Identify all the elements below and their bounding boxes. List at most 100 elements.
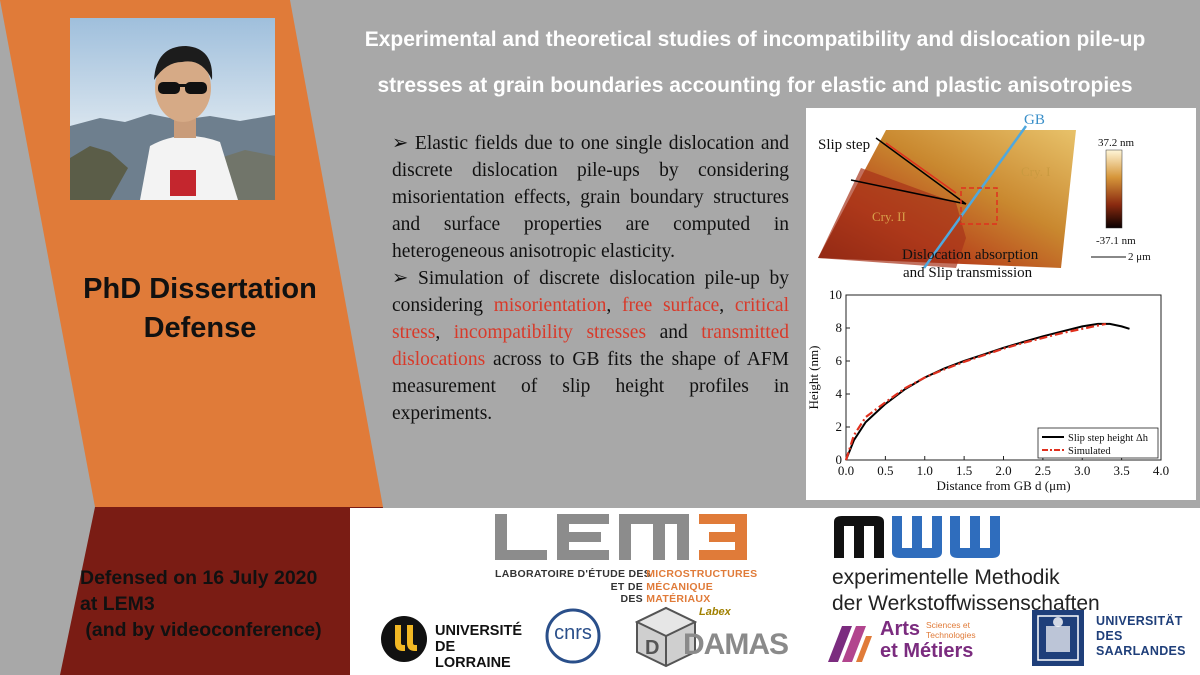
cnrs-emblem-icon — [545, 608, 601, 664]
bullet-2-text: Simulation of discrete dislocation pile-… — [392, 268, 789, 316]
x-tick-label: 2.0 — [995, 463, 1011, 478]
y-tick-label: 6 — [836, 353, 843, 368]
lem3-line1-b: MICROSTRUCTURES — [646, 568, 758, 580]
highlight-transmitted-dislocations: transmitted dislocations — [392, 322, 790, 370]
mww-wordmark-icon — [834, 516, 1000, 558]
defense-videoconference: (and by videoconference) — [80, 619, 322, 641]
cry1-label: Cry. I — [1021, 164, 1051, 179]
lem3-logo: LABORATOIRE D'ÉTUDE DES MICROSTRUCTURES … — [495, 514, 758, 606]
highlight-incompatibility-stresses: incompatibility stresses — [453, 322, 647, 343]
absorption-label-1: Dislocation absorption — [902, 247, 1039, 263]
figure-panel: GB Slip step Cry. I Cry. II Dislocation … — [806, 108, 1196, 500]
arts-metiers-emblem-icon — [828, 626, 872, 662]
x-tick-label: 2.5 — [1035, 463, 1051, 478]
phd-defense-label: PhD Dissertation Defense — [60, 270, 340, 348]
arts-small-2: Technologies — [926, 630, 976, 640]
bullet-2-text: , — [435, 322, 454, 343]
x-tick-label: 0.5 — [877, 463, 893, 478]
slip-step-label: Slip step — [818, 137, 870, 153]
cry2-label: Cry. II — [872, 209, 906, 224]
defense-info: Defensed on 16 July 2020 at LEM3 (and by … — [80, 565, 322, 643]
cnrs-text: cnrs — [554, 622, 592, 644]
lorraine-logo: UNIVERSITÉ DE LORRAINE — [380, 610, 530, 671]
lem3-line2-b: MÉCANIQUE — [646, 580, 714, 593]
bullet-marker: ➢ — [392, 133, 409, 154]
cnrs-logo: cnrs — [545, 608, 601, 664]
figure-svg: GB Slip step Cry. I Cry. II Dislocation … — [806, 112, 1169, 493]
y-axis-label: Height (nm) — [806, 346, 821, 410]
arts-text: Arts et Métiers — [880, 618, 973, 662]
bullet-2-text: and — [646, 322, 702, 343]
arts-line-2: et Métiers — [880, 640, 974, 662]
gb-line — [922, 125, 1028, 269]
phd-label-line-1: PhD Dissertation — [83, 273, 317, 305]
mww-line-2: der Werkstoffwissenschaften — [832, 592, 1100, 615]
lem3-wordmark-icon — [495, 514, 747, 560]
x-axis-label: Distance from GB d (μm) — [936, 478, 1070, 493]
height-profile-chart: 0.0 0.5 1.0 1.5 2.0 2.5 3.0 3.5 4.0 0 2 4 6 8 10 Distan… — [806, 287, 1169, 493]
y-tick-label: 10 — [829, 287, 842, 302]
legend-entry-2: Simulated — [1068, 446, 1111, 457]
saarland-line-3: SAARLANDES — [1096, 644, 1186, 658]
damas-text: DAMAS — [683, 628, 789, 661]
x-tick-label: 4.0 — [1153, 463, 1169, 478]
presenter-photo — [70, 18, 275, 200]
mww-logo: experimentelle Methodik der Werkstoffwis… — [832, 514, 1132, 615]
bullet-2: ➢ Simulation of discrete dislocation pil… — [392, 265, 789, 427]
afm-crystal-ii — [818, 168, 966, 268]
arts-small-text: Sciences et Technologies — [926, 620, 976, 640]
bullet-2-text: , — [606, 295, 622, 316]
highlight-free-surface: free surface — [621, 295, 720, 316]
lorraine-line-1: UNIVERSITÉ — [435, 623, 523, 639]
region-box — [960, 187, 998, 225]
scale-min-label: -37.1 nm — [1096, 235, 1136, 247]
lem3-line3-a: DES — [620, 593, 643, 605]
lem3-line3-b: MATÉRIAUX — [646, 593, 711, 605]
dark-red-panel — [60, 507, 383, 675]
mww-line-1: experimentelle Methodik — [832, 566, 1060, 589]
lorraine-text: UNIVERSITÉ DE LORRAINE — [435, 623, 530, 671]
arts-line-1: Arts — [880, 618, 921, 640]
damas-logo: D Labex DAMAS — [634, 606, 805, 670]
highlight-critical-stress: critical stress — [392, 295, 789, 343]
bullet-2-text: , — [719, 295, 735, 316]
bullet-1-text: Elastic fields due to one single disloca… — [392, 133, 789, 262]
bullet-1: ➢ Elastic fields due to one single dislo… — [392, 130, 789, 265]
scale-bar-label: 2 μm — [1128, 251, 1151, 263]
y-tick-label: 4 — [836, 386, 843, 401]
phd-label-line-2: Defense — [143, 312, 257, 344]
defense-place: at LEM3 — [80, 593, 155, 615]
saarland-text: UNIVERSITÄT DES SAARLANDES — [1096, 614, 1186, 659]
saarland-line-2: DES — [1096, 629, 1123, 643]
slip-step-line-2 — [875, 137, 967, 205]
x-tick-label: 0.0 — [838, 463, 854, 478]
y-tick-label: 0 — [836, 452, 843, 467]
x-tick-label: 3.0 — [1074, 463, 1090, 478]
scale-max-label: 37.2 nm — [1098, 137, 1135, 149]
slip-step-red-line — [885, 142, 957, 194]
x-tick-label: 1.5 — [956, 463, 972, 478]
saarland-seal-icon — [1032, 610, 1084, 666]
x-tick-label: 3.5 — [1114, 463, 1130, 478]
highlight-misorientation: misorientation — [493, 295, 607, 316]
color-scale-bar — [1105, 149, 1123, 229]
chart-legend-box — [1037, 427, 1159, 459]
saarland-logo: UNIVERSITÄT DES SAARLANDES — [1030, 608, 1200, 672]
defense-date: Defensed on 16 July 2020 — [80, 567, 318, 589]
bullet-list: ➢ Elastic fields due to one single dislo… — [392, 130, 789, 427]
lem3-line1-a: LABORATOIRE D'ÉTUDE DES — [495, 568, 652, 580]
bullet-2-text: across to GB fits the shape of AFM measu… — [392, 349, 789, 424]
saarland-line-1: UNIVERSITÄT — [1096, 614, 1183, 628]
arts-metiers-logo: Arts et Métiers Sciences et Technologies — [828, 618, 1003, 673]
series-line-2 — [844, 322, 1107, 461]
slip-step-line — [850, 179, 967, 205]
title-line-1: Experimental and theoretical studies of … — [364, 28, 1146, 51]
absorption-label-2: and Slip transmission — [903, 265, 1033, 281]
title-line-2: stresses at grain boundaries accounting … — [377, 74, 1133, 97]
legend-entry-1: Slip step height Δh — [1068, 433, 1149, 444]
damas-cube-icon: D — [634, 606, 698, 668]
y-tick-label: 2 — [836, 419, 843, 434]
lorraine-emblem-icon — [381, 616, 427, 662]
lorraine-line-2: DE LORRAINE — [435, 639, 511, 671]
svg-text:D: D — [645, 637, 659, 659]
